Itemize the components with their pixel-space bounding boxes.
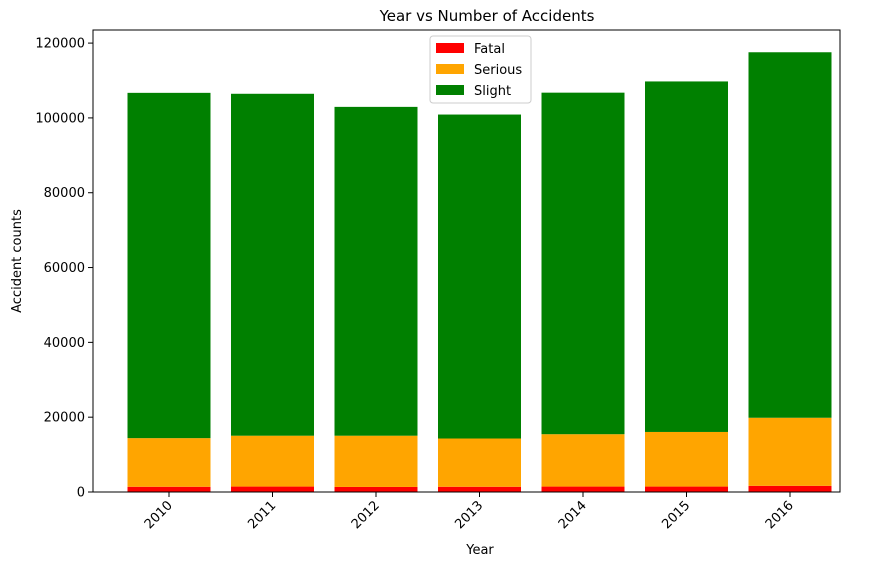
y-tick-label: 40000 [44, 336, 85, 351]
bars-layer [127, 52, 832, 492]
x-tick-label: 2010 [142, 498, 176, 532]
bar-slight-2016 [748, 52, 832, 418]
plot-frame [92, 29, 841, 493]
y-tick-label: 0 [77, 486, 85, 501]
legend-swatch-slight [436, 85, 464, 95]
bar-fatal-2013 [438, 486, 521, 492]
x-axis: 2010 2011 2012 2013 2014 2015 2016 [142, 492, 797, 532]
bar-serious-2013 [438, 438, 521, 487]
y-axis-label: Accident counts [10, 209, 25, 313]
legend: Fatal Serious Slight [429, 35, 532, 104]
bar-serious-2010 [127, 438, 211, 487]
bar-slight-2010 [127, 92, 211, 439]
legend-label-slight: Slight [474, 84, 511, 99]
y-tick-label: 60000 [44, 261, 85, 276]
bar-fatal-2014 [541, 486, 625, 492]
x-tick-label: 2014 [556, 498, 590, 532]
chart-title: Year vs Number of Accidents [379, 7, 595, 25]
bar-fatal-2012 [334, 486, 418, 492]
legend-swatch-fatal [436, 43, 464, 53]
bar-fatal-2015 [645, 486, 728, 492]
y-tick-label: 120000 [35, 37, 85, 52]
bar-fatal-2011 [231, 486, 314, 492]
x-tick-label: 2013 [452, 498, 486, 532]
bar-slight-2013 [438, 114, 521, 439]
y-tick-label: 20000 [44, 411, 85, 426]
y-tick-label: 80000 [44, 186, 85, 201]
bar-serious-2015 [645, 431, 728, 487]
bar-serious-2011 [231, 435, 314, 487]
x-axis-label: Year [465, 543, 494, 558]
bar-slight-2015 [645, 81, 728, 432]
bar-slight-2014 [541, 92, 625, 435]
bar-serious-2016 [748, 417, 832, 486]
legend-label-fatal: Fatal [474, 42, 505, 57]
bar-serious-2012 [334, 435, 418, 487]
y-tick-label: 100000 [35, 111, 85, 126]
bar-serious-2014 [541, 434, 625, 487]
bar-slight-2012 [334, 106, 418, 436]
legend-label-serious: Serious [474, 63, 522, 78]
x-tick-label: 2015 [659, 498, 693, 532]
x-tick-label: 2012 [349, 498, 383, 532]
bar-fatal-2010 [127, 486, 211, 492]
x-tick-label: 2016 [763, 498, 797, 532]
bar-slight-2011 [231, 93, 314, 436]
bar-fatal-2016 [748, 485, 832, 492]
y-axis: 0 20000 40000 60000 80000 100000 120000 [35, 37, 93, 501]
x-tick-label: 2011 [245, 498, 279, 532]
legend-swatch-serious [436, 64, 464, 74]
